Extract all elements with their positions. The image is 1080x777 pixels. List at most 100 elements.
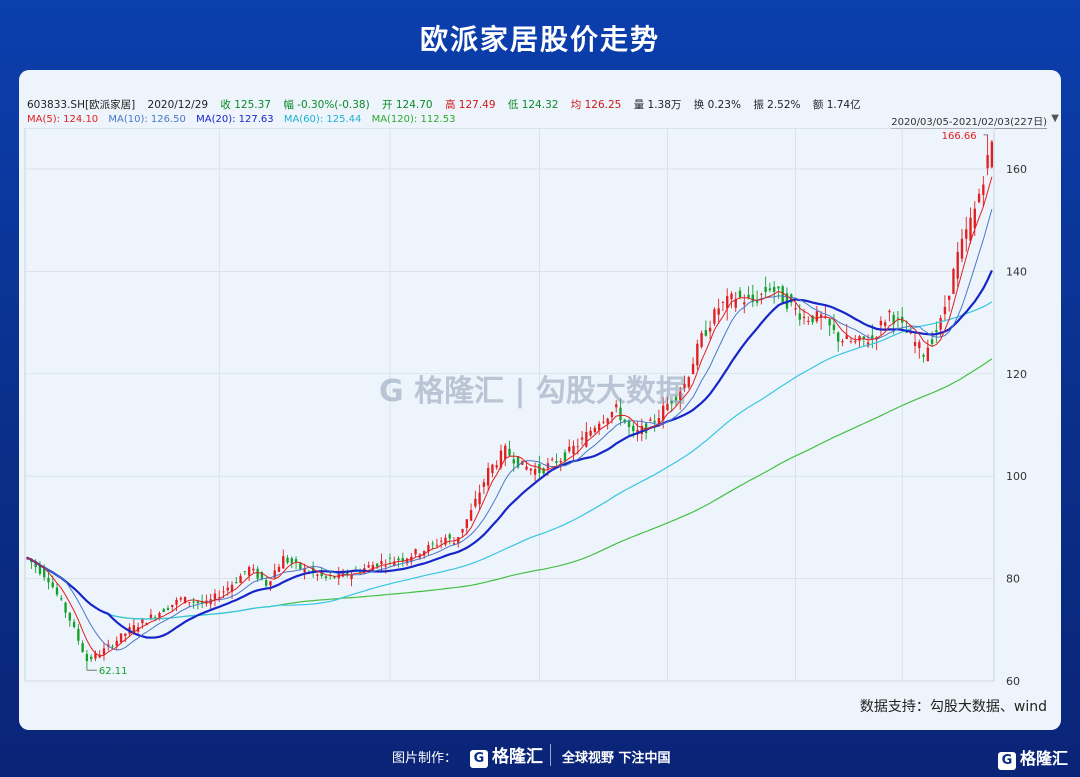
candle-body	[508, 448, 511, 456]
candle-body	[89, 656, 93, 660]
candle-body	[935, 330, 938, 333]
candle-body	[239, 575, 242, 583]
annotation-label: 62.11	[99, 666, 128, 677]
candle-body	[956, 252, 959, 279]
candle-body	[662, 405, 665, 421]
candle-body	[213, 593, 217, 601]
candle-body	[243, 571, 247, 573]
candle-body	[849, 341, 853, 343]
candle-body	[401, 557, 404, 562]
candle-body	[269, 581, 272, 586]
candle-body	[969, 217, 972, 241]
candle-body	[615, 404, 618, 408]
candle-body	[960, 238, 964, 259]
candle-body	[154, 617, 157, 618]
ma20-line	[26, 269, 993, 639]
candle-body	[606, 418, 609, 424]
candle-body	[179, 597, 182, 600]
candle-body	[794, 308, 797, 310]
candle-body	[85, 653, 89, 662]
candle-body	[427, 545, 430, 552]
candle-body	[674, 396, 678, 401]
date-range-label[interactable]: 2020/03/05-2021/02/03(227日)	[891, 113, 1047, 129]
corner-logo-g-icon: G	[997, 752, 1016, 770]
candle-body	[781, 286, 784, 303]
source-note: 数据支持：勾股大数据、wind	[859, 699, 1047, 715]
corner-logo-text: 格隆汇	[1019, 749, 1068, 768]
candle-body	[397, 558, 400, 561]
candle-body	[713, 309, 716, 324]
candle-body	[440, 540, 443, 542]
change-value: 幅 -0.30%(-0.38)	[283, 99, 370, 111]
candle-body	[495, 465, 498, 468]
candle-body	[60, 598, 63, 600]
candle-body	[247, 567, 251, 576]
ma10-line	[26, 208, 993, 651]
candle-body	[708, 327, 712, 332]
footer-logo-text: 格隆汇	[492, 747, 543, 767]
candle-body	[747, 294, 750, 298]
candle-body	[883, 322, 887, 326]
y-tick-label: 160	[1006, 163, 1027, 176]
candle-body	[922, 354, 925, 357]
candle-body	[666, 404, 669, 411]
quote-info-bar: 603833.SH[欧派家居] 2020/12/29 收 125.37 幅 -0…	[27, 97, 870, 112]
candle-body	[282, 556, 285, 569]
high-value: 高 127.49	[444, 99, 496, 111]
candle-body	[738, 290, 742, 298]
candle-body	[832, 324, 836, 330]
candle-body	[529, 468, 533, 471]
candle-body	[533, 469, 537, 475]
amount-value: 额 1.74亿	[812, 99, 861, 111]
y-tick-label: 120	[1006, 368, 1027, 381]
candle-body	[721, 302, 725, 303]
candle-body	[469, 510, 473, 521]
candle-body	[687, 377, 690, 388]
footer-credit: 图片制作：	[392, 751, 458, 766]
candle-body	[977, 193, 981, 203]
candle-body	[34, 561, 37, 568]
y-tick-label: 100	[1006, 470, 1027, 483]
y-tick-label: 140	[1006, 265, 1027, 278]
candle-body	[478, 492, 481, 505]
amplitude-value: 振 2.52%	[753, 99, 801, 111]
candle-body	[871, 335, 874, 339]
candle-body	[499, 450, 503, 468]
candle-body	[55, 587, 59, 595]
ma10-legend: MA(10): 126.50	[108, 114, 186, 125]
page-title: 欧派家居股价走势	[419, 23, 660, 56]
candle-body	[909, 332, 912, 334]
candle-body	[640, 425, 644, 435]
candle-body	[585, 432, 588, 447]
candle-body	[277, 566, 281, 572]
candle-body	[563, 452, 567, 462]
candle-body	[982, 184, 985, 195]
candle-body	[777, 286, 780, 289]
candle-body	[448, 534, 451, 539]
candle-body	[188, 602, 191, 604]
candle-body	[311, 567, 315, 573]
range-dropdown-icon[interactable]: ▼	[1051, 113, 1059, 124]
candle-body	[619, 407, 622, 421]
candle-body	[555, 461, 558, 463]
candle-body	[841, 341, 844, 343]
chart-card: 603833.SH[欧派家居] 2020/12/29 收 125.37 幅 -0…	[19, 70, 1061, 730]
candle-body	[350, 574, 353, 579]
candle-body	[465, 519, 468, 529]
ma5-legend: MA(5): 124.10	[27, 114, 99, 125]
candle-body	[38, 564, 42, 574]
candle-body	[632, 425, 635, 432]
volume-value: 量 1.38万	[633, 99, 682, 111]
ma20-legend: MA(20): 127.63	[196, 114, 274, 125]
ma60-legend: MA(60): 125.44	[283, 114, 362, 125]
candle-body	[918, 342, 921, 349]
candle-body	[798, 313, 801, 320]
candle-body	[230, 584, 234, 592]
open-value: 开 124.70	[382, 99, 433, 111]
candle-body	[538, 463, 541, 474]
candle-body	[422, 551, 426, 556]
candle-body	[828, 319, 831, 326]
candle-body	[516, 456, 520, 468]
candle-body	[452, 543, 456, 545]
candle-body	[47, 577, 50, 583]
